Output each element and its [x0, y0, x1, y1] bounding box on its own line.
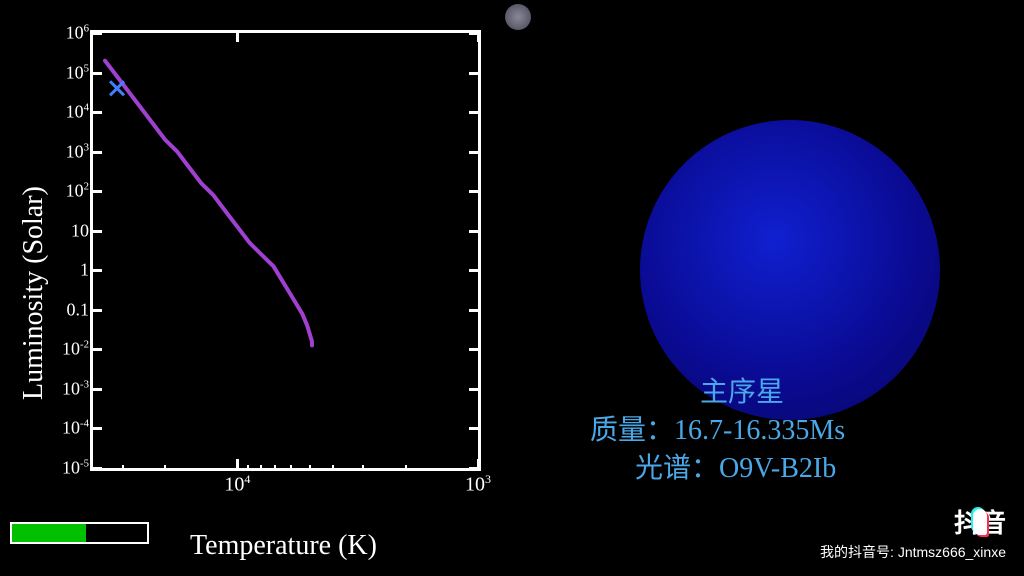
- stage: Luminosity (Solar) 1061051041031021010.1…: [0, 0, 1024, 576]
- annotation-mass-label: 质量：: [590, 415, 674, 446]
- x-axis-label: Temperature (K): [190, 530, 377, 562]
- annotation-spectrum-label: 光谱：: [635, 453, 719, 484]
- x-tick-label: 103: [465, 472, 491, 497]
- x-tick-label: 104: [224, 472, 250, 497]
- y-tick-label: 10-4: [62, 418, 89, 439]
- y-tick-label: 10-2: [62, 339, 89, 360]
- y-axis-label: Luminosity (Solar): [18, 186, 50, 400]
- annotation-spectrum-value: O9V-B2Ib: [719, 453, 836, 484]
- douyin-watermark: 抖音: [954, 503, 1006, 540]
- annotation-mass-value: 16.7-16.335Ms: [674, 415, 845, 446]
- y-tick-label: 104: [66, 102, 89, 123]
- y-tick-label: 106: [66, 23, 89, 44]
- hr-track-line: [105, 61, 312, 346]
- handle-label: 我的抖音号:: [820, 544, 894, 560]
- y-tick-label: 103: [66, 141, 89, 162]
- annotation-spectrum: 光谱：O9V-B2Ib: [635, 446, 836, 486]
- current-star-marker: [110, 81, 124, 95]
- progress-bar: [10, 522, 149, 544]
- star-disc: [640, 120, 940, 420]
- hr-diagram: 1061051041031021010.110-210-310-410-5104…: [90, 30, 481, 471]
- douyin-icon: [969, 507, 991, 537]
- y-tick-label: 0.1: [67, 299, 90, 320]
- douyin-handle: 我的抖音号: Jntmsz666_xinxe: [820, 542, 1006, 562]
- y-tick-label: 10-3: [62, 378, 89, 399]
- progress-fill: [12, 524, 86, 542]
- y-tick-label: 10-5: [62, 458, 89, 479]
- floating-avatar: [505, 4, 531, 30]
- y-tick-label: 1: [80, 260, 89, 281]
- y-tick-label: 105: [66, 62, 89, 83]
- hr-track-svg: [93, 33, 478, 468]
- annotation-title: 主序星: [700, 370, 784, 410]
- annotation-mass: 质量：16.7-16.335Ms: [590, 408, 845, 448]
- y-tick-label: 10: [71, 220, 89, 241]
- y-tick-label: 102: [66, 181, 89, 202]
- handle-value: Jntmsz666_xinxe: [898, 544, 1006, 560]
